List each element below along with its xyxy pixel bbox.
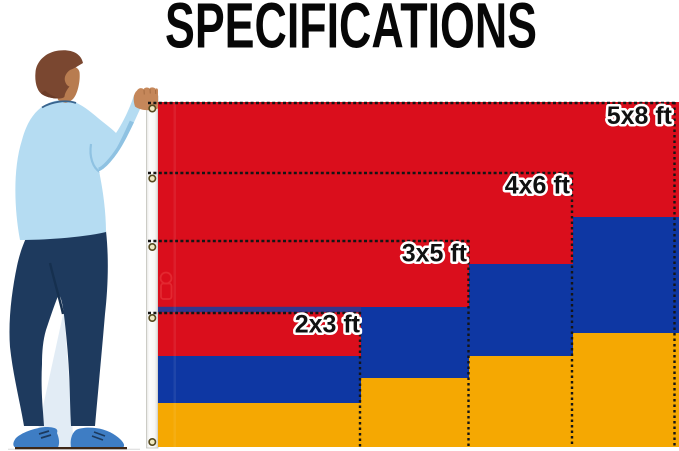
svg-text:2x3 ft: 2x3 ft (295, 311, 361, 339)
svg-text:4x6 ft: 4x6 ft (505, 172, 571, 200)
svg-text:5x8 ft: 5x8 ft (607, 102, 673, 130)
svg-text:SPECIFICATIONS: SPECIFICATIONS (165, 0, 537, 62)
svg-text:3x5 ft: 3x5 ft (402, 240, 468, 268)
